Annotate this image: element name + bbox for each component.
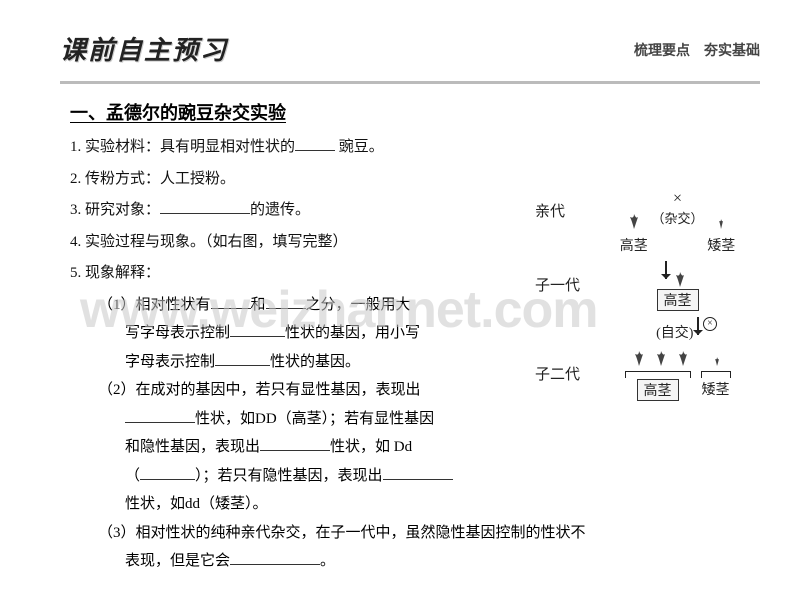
sub-1-cont: 写字母表示控制性状的基因，用小写 (70, 319, 530, 348)
page-subtitle: 梳理要点 夯实基础 (634, 40, 760, 60)
arrow-down-icon (665, 261, 667, 279)
label-parent: 亲代 (535, 200, 590, 221)
arrow-down-icon (697, 317, 699, 335)
sub-3-cont: 表现，但是它会。 (70, 547, 740, 576)
label-short: 矮茎 (707, 235, 735, 255)
label-tall: 高茎 (620, 235, 648, 255)
sub-2-cont3: （）；若只有隐性基因，表现出 (70, 462, 530, 491)
label-f2: 子二代 (535, 363, 590, 384)
plant-icon (624, 209, 644, 231)
sub-1-cont2: 字母表示控制性状的基因。 (70, 348, 530, 377)
sub-1: （1）相对性状有和之分，一般用大 (70, 291, 530, 320)
item-2: 2. 传粉方式：人工授粉。 (70, 165, 530, 194)
sub-2-cont4: 性状，如dd（矮茎）。 (70, 490, 530, 519)
item-1: 1. 实验材料：具有明显相对性状的 豌豆。 (70, 133, 530, 162)
sub-3: （3）相对性状的纯种亲代杂交，在子一代中，虽然隐性基因控制的性状不 (70, 519, 730, 548)
plant-icon (670, 267, 690, 289)
sub-2-cont: 性状，如DD（高茎）；若有显性基因 (70, 405, 530, 434)
item-4: 4. 实验过程与现象。（如右图，填写完整） (70, 228, 530, 257)
f2-short-group (707, 346, 727, 368)
genetics-diagram: 亲代 ×（杂交） 高茎 矮茎 子一代 高茎 (自交) × (535, 190, 765, 405)
label-self: (自交) (656, 326, 693, 341)
self-cross-icon: × (703, 317, 717, 331)
plant-icon (711, 209, 731, 231)
item-3: 3. 研究对象：的遗传。 (70, 196, 530, 225)
blank (160, 199, 250, 214)
item-5: 5. 现象解释： (70, 259, 530, 288)
label-short: 矮茎 (702, 383, 730, 398)
cross-symbol: ×（杂交） (651, 190, 703, 228)
f2-tall-group (629, 346, 693, 368)
sub-2-cont2: 和隐性基因，表现出性状，如 Dd (70, 433, 530, 462)
boxed-tall: 高茎 (637, 379, 679, 401)
blank (295, 136, 335, 151)
sub-2: （2）在成对的基因中，若只有显性基因，表现出 (70, 376, 530, 405)
section-heading: 一、孟德尔的豌豆杂交实验 (70, 99, 740, 125)
boxed-tall: 高茎 (657, 289, 699, 311)
label-f1: 子一代 (535, 274, 590, 295)
